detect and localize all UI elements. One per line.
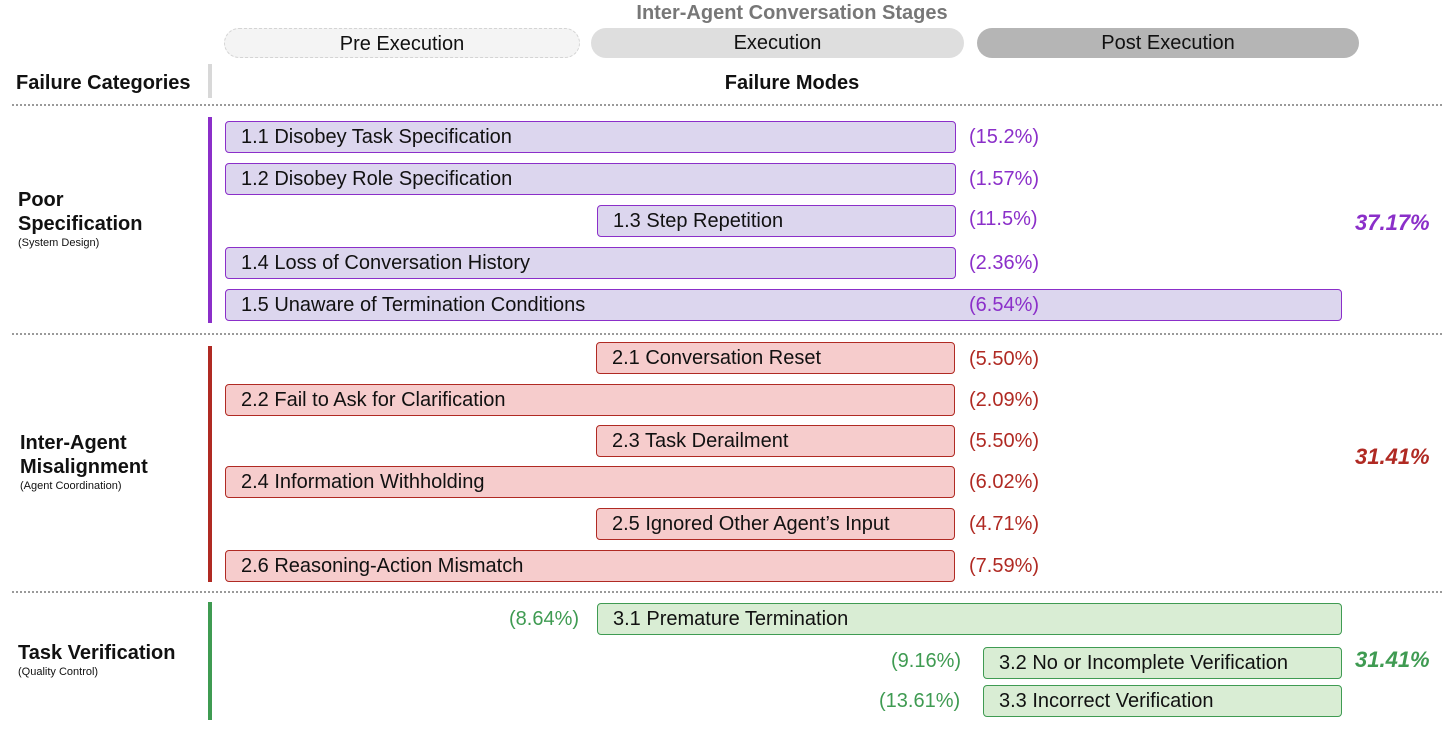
- category-total-inter-agent-misalignment: 31.41%: [1355, 444, 1430, 469]
- mode-2-5: 2.5 Ignored Other Agent’s Input: [596, 508, 955, 540]
- category-name-line1: Inter-Agent: [20, 432, 127, 454]
- mode-1-1: 1.1 Disobey Task Specification: [225, 121, 956, 153]
- mode-2-1-pct: (5.50%): [969, 348, 1040, 370]
- mode-1-2-pct: (1.57%): [969, 168, 1040, 190]
- separator-top: [12, 104, 1442, 106]
- mode-2-3: 2.3 Task Derailment: [596, 425, 955, 457]
- mode-1-5-pct: (6.54%): [969, 294, 1040, 316]
- mode-2-3-pct: (5.50%): [969, 430, 1040, 452]
- mode-2-2-pct: (2.09%): [969, 389, 1040, 411]
- category-inter-agent-misalignment: Inter-Agent Misalignment (Agent Coordina…: [20, 431, 148, 492]
- category-bar-poor-specification: [208, 117, 212, 323]
- separator-1-2: [12, 333, 1442, 335]
- mode-3-2: 3.2 No or Incomplete Verification: [983, 647, 1342, 679]
- category-task-verification: Task Verification (Quality Control): [18, 641, 175, 678]
- mode-2-4: 2.4 Information Withholding: [225, 466, 955, 498]
- category-subtitle: (Agent Coordination): [20, 480, 122, 492]
- mode-2-6-pct: (7.59%): [969, 555, 1040, 577]
- mode-3-3-pct: (13.61%): [879, 690, 961, 712]
- mode-2-4-pct: (6.02%): [969, 471, 1040, 493]
- mode-3-1: 3.1 Premature Termination: [597, 603, 1342, 635]
- mode-1-1-pct: (15.2%): [969, 126, 1040, 148]
- mode-1-3-pct: (11.5%): [969, 208, 1038, 230]
- category-name-line1: Poor: [18, 189, 64, 211]
- category-name-line2: Misalignment: [20, 456, 148, 478]
- failure-categories-header: Failure Categories: [16, 72, 191, 94]
- diagram-title: Inter-Agent Conversation Stages: [636, 2, 948, 24]
- mode-3-2-pct: (9.16%): [891, 650, 962, 672]
- category-poor-specification: Poor Specification (System Design): [18, 188, 142, 249]
- category-name-line2: Specification: [18, 213, 143, 235]
- stage-pre-execution: Pre Execution: [224, 28, 580, 58]
- category-name-line1: Task Verification: [18, 642, 176, 664]
- header-divider: [208, 64, 212, 98]
- mode-1-3: 1.3 Step Repetition: [597, 205, 956, 237]
- mode-2-6: 2.6 Reasoning-Action Mismatch: [225, 550, 955, 582]
- category-total-task-verification: 31.41%: [1355, 647, 1430, 672]
- category-subtitle: (System Design): [18, 237, 100, 249]
- category-subtitle: (Quality Control): [18, 666, 99, 678]
- separator-2-3: [12, 591, 1442, 593]
- mode-1-2: 1.2 Disobey Role Specification: [225, 163, 956, 195]
- mode-1-4-pct: (2.36%): [969, 252, 1040, 274]
- category-bar-inter-agent-misalignment: [208, 346, 212, 582]
- mode-1-5: 1.5 Unaware of Termination Conditions: [225, 289, 1342, 321]
- category-total-poor-specification: 37.17%: [1355, 210, 1430, 235]
- mode-2-5-pct: (4.71%): [969, 513, 1040, 535]
- stage-post-execution: Post Execution: [977, 28, 1359, 58]
- failure-modes-header: Failure Modes: [724, 72, 860, 94]
- mode-3-1-pct: (8.64%): [509, 608, 580, 630]
- category-bar-task-verification: [208, 602, 212, 720]
- mode-2-1: 2.1 Conversation Reset: [596, 342, 955, 374]
- mode-3-3: 3.3 Incorrect Verification: [983, 685, 1342, 717]
- mode-1-4: 1.4 Loss of Conversation History: [225, 247, 956, 279]
- stage-execution: Execution: [591, 28, 964, 58]
- mode-2-2: 2.2 Fail to Ask for Clarification: [225, 384, 955, 416]
